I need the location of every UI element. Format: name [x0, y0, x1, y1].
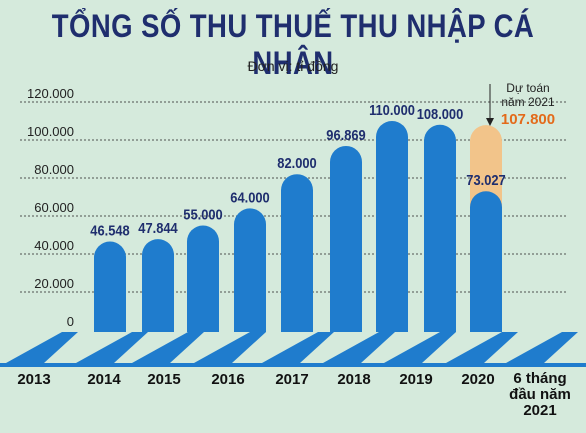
ground-shadow — [506, 332, 578, 363]
bar — [330, 145, 362, 332]
bar — [281, 174, 313, 332]
bar-value-label: 96.869 — [326, 126, 366, 143]
estimate-arrow — [486, 118, 494, 126]
bar — [424, 124, 456, 332]
bar-value-label: 110.000 — [369, 101, 415, 118]
bar-value-label: 55.000 — [183, 206, 223, 223]
y-tick-label: 40.000 — [34, 238, 74, 253]
chart-title: TỔNG SỐ THU THUẾ THU NHẬP CÁ NHÂN — [51, 8, 535, 81]
x-tick-label: 2014 — [87, 371, 121, 388]
x-tick-label: 2018 — [337, 371, 370, 388]
bar — [187, 225, 219, 332]
y-tick-label: 0 — [67, 314, 74, 329]
baseline-strip — [0, 363, 586, 367]
estimate-label: Dự toán — [506, 81, 549, 95]
bar — [470, 191, 502, 332]
y-tick-label: 80.000 — [34, 162, 74, 177]
bar-value-label: 47.844 — [138, 219, 178, 236]
y-tick-label: 20.000 — [34, 276, 74, 291]
estimate-label: năm 2021 — [501, 95, 555, 109]
unit-label: Đơn vị: tỉ đồng — [247, 58, 339, 74]
ground-shadow — [446, 332, 518, 363]
estimate-value-label: 107.800 — [501, 111, 555, 128]
ground-shadow — [6, 332, 78, 363]
x-tick-label: 6 tháng — [513, 370, 566, 387]
x-tick-label: đầu năm — [509, 386, 571, 403]
x-tick-label: 2015 — [147, 371, 180, 388]
ground-shadow — [132, 332, 204, 363]
x-tick-label: 2016 — [211, 371, 244, 388]
x-tick-label: 2021 — [523, 402, 556, 419]
ground-shadow — [384, 332, 456, 363]
ground-shadow — [262, 332, 334, 363]
ground-shadow — [76, 332, 148, 363]
ground-shadow — [323, 332, 395, 363]
bar — [142, 239, 174, 332]
bar-value-label: 73.027 — [466, 171, 506, 188]
y-tick-label: 120.000 — [27, 86, 74, 101]
x-tick-label: 2019 — [399, 371, 432, 388]
bar-value-label: 46.548 — [90, 222, 130, 239]
bar-value-label: 64.000 — [230, 188, 270, 205]
x-tick-label: 2020 — [461, 371, 494, 388]
x-tick-label: 2013 — [17, 371, 50, 388]
bar — [234, 208, 266, 332]
bar — [94, 241, 126, 332]
bar — [376, 121, 408, 332]
bar-value-label: 82.000 — [277, 154, 317, 171]
bar-value-label: 108.000 — [417, 105, 464, 122]
ground-shadow — [194, 332, 266, 363]
x-tick-label: 2017 — [275, 371, 308, 388]
y-tick-label: 60.000 — [34, 200, 74, 215]
y-tick-label: 100.000 — [27, 124, 74, 139]
